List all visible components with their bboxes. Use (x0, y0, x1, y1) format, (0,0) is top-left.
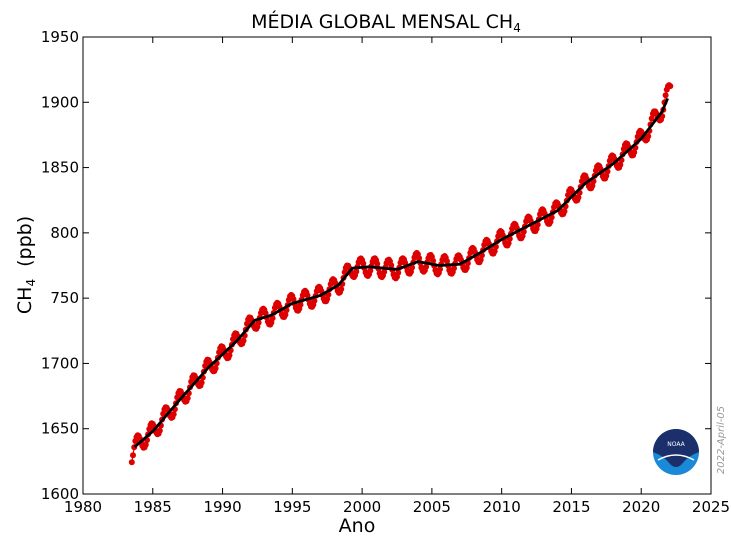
monthly-point (130, 452, 136, 459)
monthly-point (444, 258, 450, 265)
monthly-point (388, 262, 395, 269)
x-tick-label: 1980 (64, 498, 102, 516)
monthly-point (395, 269, 402, 276)
y-tick-label: 1850 (41, 159, 79, 177)
monthly-point (240, 337, 247, 344)
monthly-point (381, 268, 388, 275)
monthly-point (338, 286, 345, 293)
monthly-point (353, 268, 360, 275)
monthly-point (575, 194, 582, 201)
y-tick-label: 1650 (41, 420, 79, 438)
y-axis-ticks: 1600 1650 1700 750 800 1850 1900 1950 (41, 28, 711, 503)
monthly-point (156, 427, 163, 434)
x-tick-label: 2000 (343, 498, 381, 516)
monthly-point (142, 441, 149, 448)
trend-line-series (133, 97, 669, 449)
x-tick-label: 1990 (203, 498, 241, 516)
y-tick-label: 750 (50, 289, 79, 307)
monthly-point (255, 319, 262, 326)
monthly-point (409, 264, 416, 271)
monthly-point (645, 133, 652, 140)
monthly-point (437, 266, 443, 273)
x-tick-label: 2015 (552, 498, 590, 516)
x-tick-label: 1995 (273, 498, 311, 516)
y-tick-label: 1700 (41, 354, 79, 372)
monthly-point (311, 297, 318, 304)
monthly-points-series (128, 82, 674, 466)
monthly-point (128, 459, 135, 466)
date-stamp: 2022-April-05 (716, 406, 727, 474)
noaa-logo: NOAA (653, 429, 699, 475)
x-tick-label: 2010 (483, 498, 521, 516)
monthly-point (631, 149, 638, 156)
monthly-point (226, 352, 233, 359)
x-tick-label: 1985 (134, 498, 172, 516)
x-tick-label: 2025 (692, 498, 730, 516)
monthly-point (561, 208, 568, 215)
monthly-point (198, 379, 205, 386)
y-tick-label: 800 (50, 224, 79, 242)
monthly-point (589, 182, 596, 189)
y-tick-label: 1600 (41, 485, 79, 503)
monthly-point (367, 267, 374, 274)
plot-area (82, 36, 712, 495)
monthly-point (297, 301, 304, 308)
chart-title: MÉDIA GLOBAL MENSAL CH4 (251, 10, 521, 35)
monthly-point (269, 315, 276, 322)
monthly-point (170, 411, 177, 418)
y-tick-label: 1950 (41, 28, 79, 46)
monthly-point (451, 265, 457, 272)
monthly-point (617, 161, 624, 168)
monthly-point (667, 83, 674, 90)
monthly-point (374, 260, 381, 267)
y-tick-label: 1900 (41, 93, 79, 111)
trend-line (133, 97, 669, 449)
monthly-point (212, 365, 219, 372)
monthly-point (648, 115, 655, 122)
y-axis-title: CH4(ppb) (14, 216, 38, 314)
monthly-point (416, 255, 423, 262)
monthly-point (360, 260, 367, 267)
monthly-point (184, 395, 191, 402)
x-axis-title: Ano (339, 515, 376, 537)
monthly-point (662, 92, 669, 99)
x-axis-ticks: 1980 1985 1990 1995 2000 2005 2010 2015 2020 2025 (64, 37, 730, 516)
x-tick-label: 2020 (622, 498, 660, 516)
monthly-point (430, 257, 437, 264)
x-tick-label: 2005 (413, 498, 451, 516)
noaa-logo-text: NOAA (667, 441, 685, 448)
